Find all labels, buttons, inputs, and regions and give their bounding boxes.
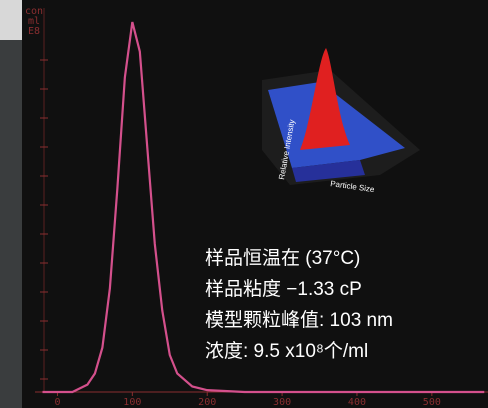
- annotation: 浓度: 9.5 x10⁸个/ml: [205, 340, 368, 362]
- annotation: 模型颗粒峰值: 103 nm: [205, 309, 393, 331]
- x-tick-label: 300: [273, 397, 291, 408]
- annotation: 样品粘度 −1.33 cP: [205, 278, 362, 300]
- inset-peak: [300, 48, 350, 150]
- y-axis-label: con: [25, 6, 43, 17]
- y-axis-label: E8: [28, 26, 40, 37]
- x-tick-label: 200: [198, 397, 216, 408]
- x-tick-label: 500: [423, 397, 441, 408]
- inset-edge: [292, 160, 365, 182]
- inset-image: Particle Size Relative Intensity: [262, 48, 420, 194]
- x-tick-label: 400: [348, 397, 366, 408]
- x-tick-label: 100: [123, 397, 141, 408]
- x-tick-label: 0: [54, 397, 60, 408]
- annotation: 样品恒温在 (37°C): [205, 247, 360, 269]
- y-axis-label: ml: [28, 16, 40, 27]
- plot-panel: [22, 0, 488, 408]
- series-line: [42, 21, 485, 394]
